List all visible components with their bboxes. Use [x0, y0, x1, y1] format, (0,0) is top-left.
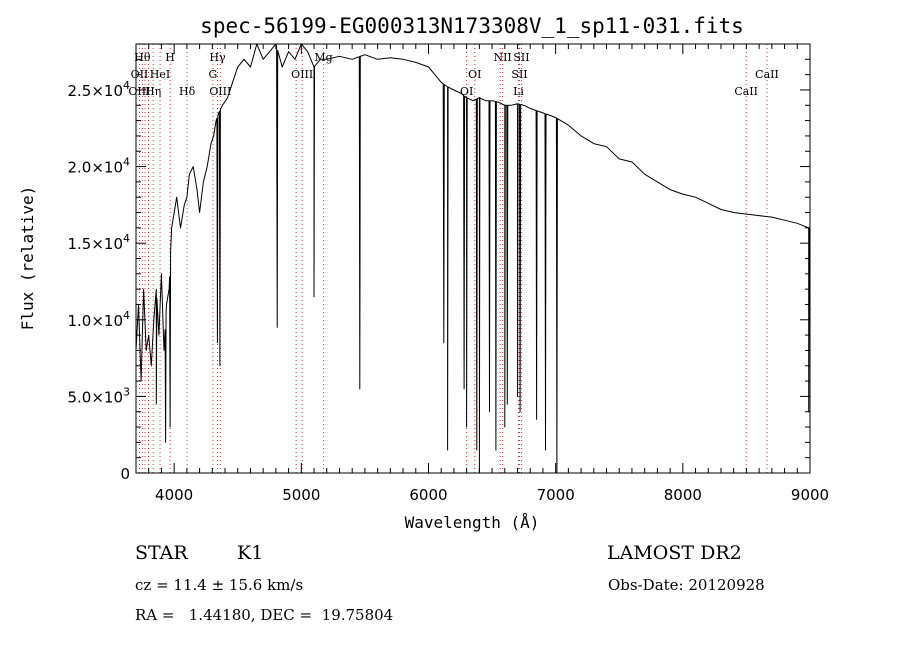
line-marker-label: Li — [513, 85, 524, 98]
redshift-cz: cz = 11.4 ± 15.6 km/s — [135, 576, 304, 594]
line-markers — [138, 44, 768, 473]
x-tick-label: 9000 — [791, 486, 829, 504]
survey-name: LAMOST DR2 — [607, 542, 742, 564]
line-marker-label: OIII — [209, 85, 231, 98]
line-marker-label: HeI — [150, 68, 170, 81]
y-tick-label: 1.5×104 — [67, 232, 130, 253]
coordinates: RA = 1.44180, DEC = 19.75804 — [135, 606, 394, 624]
line-marker-label: SII — [513, 51, 529, 64]
line-marker-label: CaII — [755, 68, 779, 81]
x-tick-label: 5000 — [282, 486, 320, 504]
line-marker-label: NII — [493, 51, 511, 64]
line-marker-labels: OIIOIIIHθHηHeIHHδGHγOIIIOIIIMgOIOINIILiS… — [128, 51, 778, 98]
y-tick-label: 1.0×104 — [67, 309, 130, 330]
y-tick-label: 5.0×103 — [67, 385, 130, 406]
x-tick-label: 4000 — [155, 486, 193, 504]
y-tick-label: 0 — [120, 465, 130, 483]
object-class: STAR — [135, 542, 188, 564]
line-marker-label: H — [165, 51, 175, 64]
x-tick-label: 7000 — [537, 486, 575, 504]
line-marker-label: G — [209, 68, 218, 81]
spectrum-series — [135, 43, 810, 474]
line-marker-label: OIII — [291, 68, 313, 81]
line-marker-label: Hθ — [134, 51, 151, 64]
x-axis-ticks: 4000 5000 6000 7000 8000 9000 — [135, 44, 829, 504]
line-marker-label: SII — [511, 68, 527, 81]
line-marker-label: Hη — [145, 85, 161, 98]
x-axis-label: Wavelength (Å) — [405, 513, 540, 532]
plot-frame — [135, 43, 811, 474]
x-tick-label: 8000 — [664, 486, 702, 504]
line-marker-label: CaII — [734, 85, 758, 98]
line-marker-label: OI — [468, 68, 481, 81]
line-marker-label: OIII — [128, 85, 150, 98]
y-tick-label: 2.0×104 — [67, 156, 130, 177]
line-marker-label: OI — [460, 85, 473, 98]
x-tick-label: 6000 — [409, 486, 447, 504]
obs-date: Obs-Date: 20120928 — [608, 576, 765, 594]
y-axis-label: Flux (relative) — [18, 186, 37, 331]
y-axis-ticks: 0 5.0×103 1.0×104 1.5×104 2.0×104 2.5×104 — [67, 43, 810, 483]
subclass: K1 — [237, 542, 264, 564]
line-marker-label: Mg — [314, 51, 332, 64]
chart-title: spec-56199-EG000313N173308V_1_sp11-031.f… — [200, 14, 744, 38]
line-marker-label: Hγ — [209, 51, 226, 64]
y-tick-label: 2.5×104 — [67, 79, 130, 100]
line-marker-label: Hδ — [179, 85, 196, 98]
spectrum-line — [135, 43, 810, 474]
